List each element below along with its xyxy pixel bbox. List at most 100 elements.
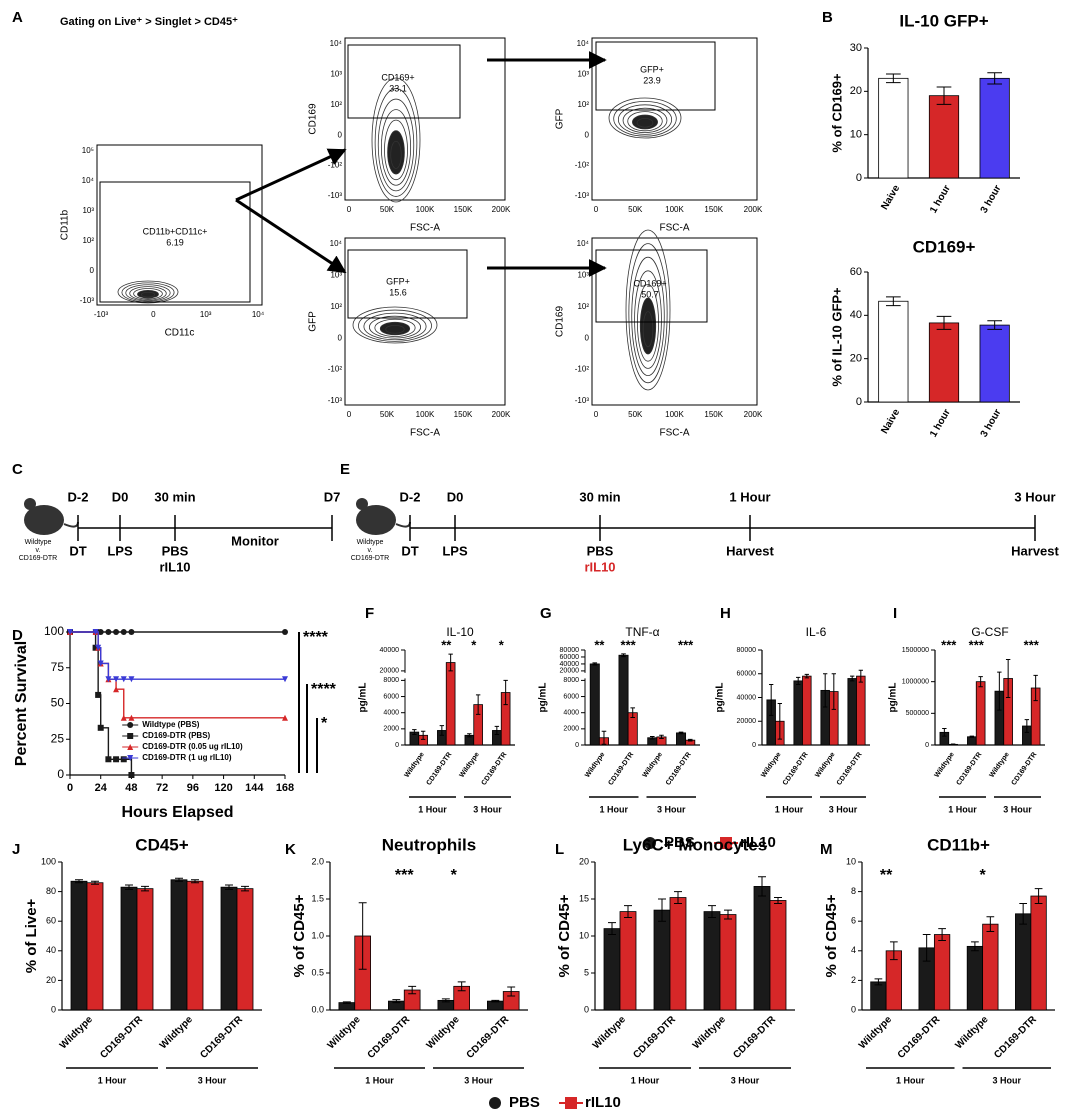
contour bbox=[374, 88, 418, 197]
bar bbox=[186, 880, 204, 1011]
marker bbox=[128, 676, 135, 683]
error-bar bbox=[678, 731, 684, 735]
y-axis-label: GFP bbox=[308, 311, 319, 332]
error-bar bbox=[475, 694, 481, 715]
x-tick-label: 50K bbox=[628, 410, 643, 419]
error-bar bbox=[141, 885, 149, 892]
marker bbox=[282, 714, 288, 721]
error-bar bbox=[874, 978, 883, 986]
y-tick-label: 0 bbox=[575, 742, 579, 749]
contour bbox=[617, 104, 673, 135]
chart-title: CD11b+ bbox=[927, 835, 990, 854]
significance: **** bbox=[303, 629, 329, 646]
contour bbox=[363, 312, 427, 341]
bar bbox=[933, 934, 951, 1011]
x-tick-label: Wildtype bbox=[988, 751, 1010, 779]
gate bbox=[99, 181, 251, 303]
y-tick-label: 10 bbox=[850, 129, 862, 141]
error-bar bbox=[986, 916, 995, 933]
marker bbox=[720, 837, 732, 849]
legend-label: CD169-DTR (PBS) bbox=[142, 731, 210, 740]
y-axis-label: CD169 bbox=[555, 306, 566, 338]
x-tick-label: Wildtype bbox=[691, 1014, 728, 1051]
x-tick-label: Wildtype bbox=[326, 1014, 363, 1051]
error-bar bbox=[936, 86, 952, 105]
y-tick-label: 4000 bbox=[383, 710, 399, 717]
group-label: 3 Hour bbox=[198, 1075, 227, 1085]
timeline-above: D-2 bbox=[400, 489, 421, 504]
contour bbox=[627, 111, 663, 132]
error-bar bbox=[1019, 902, 1028, 925]
y-tick-label: 0 bbox=[585, 130, 590, 139]
panel-letter: K bbox=[285, 841, 296, 858]
y-tick-label: 8000 bbox=[563, 677, 579, 684]
y-tick-label: 10³ bbox=[330, 271, 342, 280]
error-bar bbox=[503, 679, 508, 706]
gate-value: 6.19 bbox=[166, 237, 184, 247]
error-bar bbox=[885, 296, 901, 307]
y-axis-label: pg/mL bbox=[358, 683, 369, 713]
x-tick-label: CD169-DTR bbox=[1011, 751, 1039, 787]
y-tick-label: 20 bbox=[46, 975, 56, 985]
contour bbox=[371, 77, 421, 203]
panel-letter: B bbox=[822, 9, 833, 26]
y-tick-label: 80000 bbox=[560, 647, 580, 654]
significance: * bbox=[471, 637, 477, 652]
bar bbox=[802, 675, 812, 746]
x-tick-label: CD169-DTR bbox=[782, 751, 810, 787]
bar bbox=[86, 882, 104, 1011]
y-tick-label: 20000 bbox=[737, 718, 757, 725]
error-bar bbox=[624, 905, 632, 918]
y-axis-label: pg/mL bbox=[538, 683, 549, 713]
bar bbox=[220, 886, 238, 1011]
bar bbox=[769, 900, 787, 1011]
group-label: 1 Hour bbox=[775, 804, 804, 814]
gating-title: Gating on Live⁺ > Singlet > CD45⁺ bbox=[60, 16, 238, 28]
marker bbox=[113, 756, 120, 763]
timeline-below: PBS bbox=[587, 543, 614, 558]
error-bar bbox=[777, 702, 782, 740]
bar bbox=[170, 879, 188, 1011]
x-tick-label: CD169-DTR bbox=[731, 1014, 778, 1061]
x-tick-label: 150K bbox=[704, 205, 723, 214]
marker bbox=[67, 629, 73, 635]
significance: * bbox=[980, 867, 987, 884]
x-tick-label: Wildtype bbox=[425, 1014, 462, 1051]
contour bbox=[622, 107, 668, 134]
panel-letter: D bbox=[12, 627, 23, 644]
marker bbox=[97, 629, 104, 635]
x-tick-label: 0 bbox=[347, 410, 352, 419]
y-tick-label: 20 bbox=[850, 353, 862, 365]
contour bbox=[636, 118, 654, 128]
y-axis-label: pg/mL bbox=[888, 683, 899, 713]
marker bbox=[105, 756, 112, 763]
mouse-icon bbox=[24, 498, 36, 510]
panel-letter: F bbox=[365, 605, 374, 622]
panel-letter: C bbox=[12, 461, 23, 478]
x-tick-label: 200K bbox=[492, 205, 511, 214]
y-tick-label: 75 bbox=[51, 660, 65, 674]
timeline-subject: v. bbox=[36, 547, 41, 554]
y-tick-label: 50 bbox=[51, 696, 65, 710]
timeline-above: D7 bbox=[324, 489, 341, 504]
y-tick-label: 20000 bbox=[560, 668, 580, 675]
group-label: 3 Hour bbox=[731, 1075, 760, 1085]
contour bbox=[129, 286, 167, 301]
y-tick-label: 10² bbox=[577, 100, 589, 109]
timeline-below: Harvest bbox=[1011, 543, 1059, 558]
x-tick-label: CD169-DTR bbox=[98, 1014, 145, 1061]
group-label: 3 Hour bbox=[829, 804, 858, 814]
bar bbox=[70, 880, 88, 1011]
error-bar bbox=[507, 986, 516, 997]
y-tick-label: 60 bbox=[850, 266, 862, 278]
error-bar bbox=[412, 729, 417, 736]
error-bar bbox=[885, 73, 901, 84]
y-tick-label: 1000000 bbox=[902, 679, 929, 686]
bar bbox=[878, 300, 909, 403]
bar bbox=[589, 663, 600, 746]
y-axis-label: % of CD45+ bbox=[556, 894, 573, 977]
error-bar bbox=[850, 675, 855, 682]
plot-frame bbox=[344, 237, 506, 406]
group-label: 3 Hour bbox=[1003, 804, 1032, 814]
significance: *** bbox=[1024, 637, 1040, 652]
